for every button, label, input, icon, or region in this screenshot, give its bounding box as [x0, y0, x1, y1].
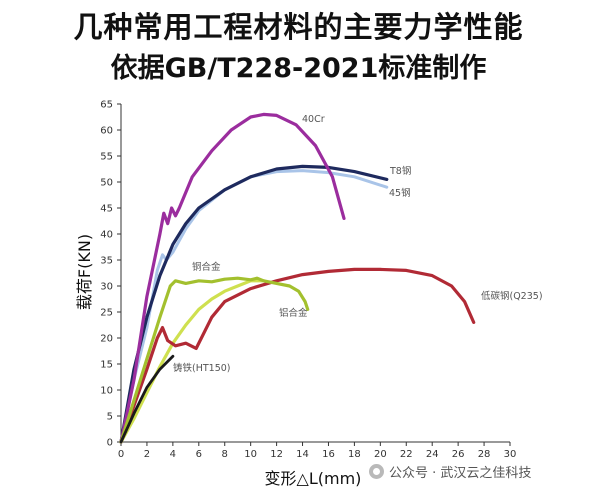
x-tick-label: 8: [222, 449, 228, 460]
x-tick-label: 20: [374, 449, 387, 460]
y-tick-label: 10: [100, 386, 113, 397]
y-tick-label: 55: [100, 152, 113, 163]
x-tick-label: 30: [504, 449, 517, 460]
watermark: 公众号 · 武汉云之佳科技: [369, 462, 531, 481]
y-tick-label: 5: [107, 412, 113, 423]
y-tick-label: 30: [100, 282, 113, 293]
series-line: [119, 164, 389, 444]
x-tick-label: 12: [270, 449, 283, 460]
series-annotation: 40Cr: [302, 114, 325, 125]
x-tick-label: 26: [452, 449, 465, 460]
series-annotation: T8钢: [389, 165, 411, 177]
y-tick-label: 45: [100, 204, 113, 215]
series-annotation: 铸铁(HT150): [173, 362, 231, 374]
chart-title: 几种常用工程材料的主要力学性能: [73, 10, 524, 44]
wechat-channel-icon: [369, 464, 384, 479]
series-annotation: 45钢: [389, 187, 411, 199]
y-tick-label: 60: [100, 126, 113, 137]
x-tick-label: 28: [478, 449, 491, 460]
x-tick-label: 0: [118, 449, 124, 460]
chart-subtitle: 依据GB/T228-2021标准制作: [110, 53, 487, 84]
series-line: [119, 279, 266, 444]
y-tick-label: 40: [100, 230, 113, 241]
x-tick-label: 4: [170, 449, 176, 460]
y-tick-label: 35: [100, 256, 113, 267]
x-tick-label: 24: [426, 449, 439, 460]
watermark-text: 公众号 · 武汉云之佳科技: [389, 466, 532, 481]
x-axis-label: 变形△L(mm): [265, 469, 362, 488]
series-line: [119, 169, 389, 444]
y-tick-label: 50: [100, 178, 113, 189]
y-tick-label: 25: [100, 308, 113, 319]
y-tick-label: 20: [100, 334, 113, 345]
series-annotation: 低碳钢(Q235): [481, 290, 543, 302]
x-tick-label: 6: [196, 449, 202, 460]
chart-axes: 0 2 4 6 8 10 12 14 16 18 20 22 24 26 28 300510152025303…: [100, 100, 516, 461]
x-tick-label: 14: [296, 449, 309, 460]
series-line: [119, 112, 346, 444]
x-tick-label: 2: [144, 449, 150, 460]
x-tick-label: 18: [348, 449, 361, 460]
x-tick-label: 16: [322, 449, 335, 460]
y-tick-label: 0: [107, 438, 113, 449]
x-tick-label: 22: [400, 449, 413, 460]
chart-series: [119, 112, 476, 444]
series-line: [119, 276, 310, 444]
y-tick-label: 65: [100, 100, 113, 111]
series-line: [119, 354, 175, 444]
y-axis-label: 载荷F(KN): [75, 234, 94, 310]
series-annotation: 铜合金: [192, 261, 221, 273]
series-annotation: 铝合金: [279, 307, 308, 319]
x-tick-label: 10: [244, 449, 257, 460]
series-line: [119, 267, 476, 444]
y-tick-label: 15: [100, 360, 113, 371]
